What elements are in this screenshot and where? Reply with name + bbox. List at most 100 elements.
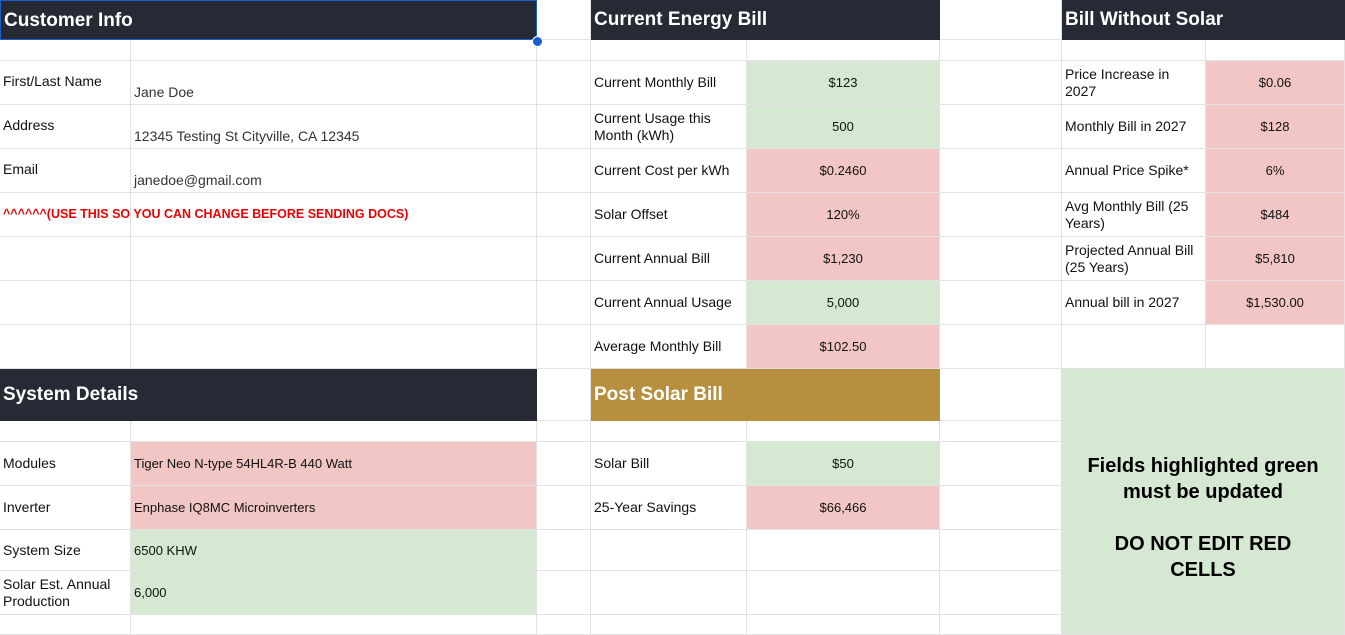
row-value[interactable]: 120% bbox=[747, 193, 940, 237]
row-value[interactable]: 6,000 bbox=[131, 571, 537, 615]
grid-cell[interactable] bbox=[537, 325, 591, 369]
grid-cell[interactable] bbox=[131, 281, 537, 325]
grid-cell[interactable] bbox=[131, 237, 537, 281]
row-value[interactable]: 500 bbox=[747, 105, 940, 149]
grid-cell[interactable] bbox=[537, 61, 591, 105]
section-header-text: Post Solar Bill bbox=[594, 384, 723, 405]
row-value[interactable]: 6500 KHW bbox=[131, 530, 537, 571]
grid-cell[interactable] bbox=[537, 40, 591, 61]
row-value[interactable]: $1,530.00 bbox=[1206, 281, 1345, 325]
grid-cell[interactable] bbox=[940, 237, 1062, 281]
row-label: Projected Annual Bill (25 Years) bbox=[1062, 237, 1206, 281]
grid-cell[interactable] bbox=[940, 149, 1062, 193]
row-label-text: Current Annual Usage bbox=[594, 294, 732, 310]
grid-cell[interactable] bbox=[131, 325, 537, 369]
row-value-text: Enphase IQ8MC Microinverters bbox=[134, 500, 316, 515]
grid-cell[interactable] bbox=[0, 40, 131, 61]
grid-cell[interactable] bbox=[537, 369, 591, 421]
grid-cell[interactable] bbox=[940, 369, 1062, 421]
field-value[interactable]: Jane Doe bbox=[131, 61, 537, 105]
grid-cell[interactable] bbox=[940, 530, 1062, 571]
grid-cell[interactable] bbox=[747, 615, 940, 635]
grid-cell[interactable] bbox=[131, 615, 537, 635]
row-value[interactable]: $102.50 bbox=[747, 325, 940, 369]
grid-cell[interactable] bbox=[537, 237, 591, 281]
row-value-text: $5,810 bbox=[1255, 251, 1295, 266]
row-value[interactable]: $0.2460 bbox=[747, 149, 940, 193]
grid-cell[interactable] bbox=[591, 421, 747, 442]
grid-cell[interactable] bbox=[747, 571, 940, 615]
grid-cell[interactable] bbox=[537, 281, 591, 325]
field-value[interactable]: janedoe@gmail.com bbox=[131, 149, 537, 193]
row-value[interactable]: 5,000 bbox=[747, 281, 940, 325]
grid-cell[interactable] bbox=[537, 486, 591, 530]
grid-cell[interactable] bbox=[1062, 325, 1206, 369]
grid-cell[interactable] bbox=[131, 421, 537, 442]
row-label: Annual Price Spike* bbox=[1062, 149, 1206, 193]
grid-cell[interactable] bbox=[537, 571, 591, 615]
grid-cell[interactable] bbox=[940, 40, 1062, 61]
row-value[interactable]: 6% bbox=[1206, 149, 1345, 193]
grid-cell[interactable] bbox=[940, 571, 1062, 615]
grid-cell[interactable] bbox=[1206, 40, 1345, 61]
row-value[interactable]: $5,810 bbox=[1206, 237, 1345, 281]
grid-cell[interactable] bbox=[591, 615, 747, 635]
section-header: Post Solar Bill bbox=[591, 369, 940, 421]
field-value[interactable]: 12345 Testing St Cityville, CA 12345 bbox=[131, 105, 537, 149]
row-value[interactable]: $484 bbox=[1206, 193, 1345, 237]
grid-cell[interactable] bbox=[940, 0, 1062, 40]
grid-cell[interactable] bbox=[1062, 40, 1206, 61]
grid-cell[interactable] bbox=[940, 193, 1062, 237]
grid-cell[interactable] bbox=[537, 421, 591, 442]
grid-cell[interactable] bbox=[940, 325, 1062, 369]
grid-cell[interactable] bbox=[940, 615, 1062, 635]
grid-cell[interactable] bbox=[747, 530, 940, 571]
section-header: System Details bbox=[0, 369, 537, 421]
grid-cell[interactable] bbox=[940, 442, 1062, 486]
grid-cell[interactable] bbox=[0, 281, 131, 325]
row-label: System Size bbox=[0, 530, 131, 571]
row-value-text: Tiger Neo N-type 54HL4R-B 440 Watt bbox=[134, 456, 352, 471]
selection-handle[interactable] bbox=[532, 36, 543, 47]
row-value[interactable]: $50 bbox=[747, 442, 940, 486]
grid-cell[interactable] bbox=[537, 442, 591, 486]
grid-cell[interactable] bbox=[591, 40, 747, 61]
grid-cell[interactable] bbox=[537, 0, 591, 40]
grid-cell[interactable] bbox=[940, 105, 1062, 149]
row-value[interactable]: $1,230 bbox=[747, 237, 940, 281]
row-value-text: 6,000 bbox=[134, 585, 167, 600]
grid-cell[interactable] bbox=[0, 325, 131, 369]
row-value[interactable]: $0.06 bbox=[1206, 61, 1345, 105]
row-value-text: 120% bbox=[826, 207, 860, 222]
grid-cell[interactable] bbox=[0, 421, 131, 442]
row-value[interactable]: $123 bbox=[747, 61, 940, 105]
grid-cell[interactable] bbox=[591, 530, 747, 571]
grid-cell[interactable] bbox=[537, 149, 591, 193]
grid-cell[interactable] bbox=[0, 615, 131, 635]
row-value[interactable]: $128 bbox=[1206, 105, 1345, 149]
grid-cell[interactable] bbox=[0, 237, 131, 281]
row-value[interactable]: $66,466 bbox=[747, 486, 940, 530]
row-value[interactable]: Enphase IQ8MC Microinverters bbox=[131, 486, 537, 530]
field-label: First/Last Name bbox=[0, 61, 131, 105]
grid-cell[interactable] bbox=[940, 486, 1062, 530]
grid-cell[interactable] bbox=[1206, 325, 1345, 369]
row-value[interactable]: Tiger Neo N-type 54HL4R-B 440 Watt bbox=[131, 442, 537, 486]
section-header-text: Bill Without Solar bbox=[1065, 9, 1224, 30]
field-label: Email bbox=[0, 149, 131, 193]
grid-cell[interactable] bbox=[591, 571, 747, 615]
grid-cell[interactable] bbox=[131, 40, 537, 61]
row-label-text: Inverter bbox=[3, 499, 51, 515]
grid-cell[interactable] bbox=[747, 40, 940, 61]
grid-cell[interactable] bbox=[537, 615, 591, 635]
grid-cell[interactable] bbox=[747, 421, 940, 442]
row-value-text: $484 bbox=[1260, 207, 1290, 222]
grid-cell[interactable] bbox=[940, 421, 1062, 442]
grid-cell[interactable] bbox=[940, 61, 1062, 105]
grid-cell[interactable] bbox=[537, 193, 591, 237]
row-label: Solar Bill bbox=[591, 442, 747, 486]
grid-cell[interactable] bbox=[537, 530, 591, 571]
grid-cell[interactable] bbox=[940, 281, 1062, 325]
grid-cell[interactable] bbox=[537, 105, 591, 149]
